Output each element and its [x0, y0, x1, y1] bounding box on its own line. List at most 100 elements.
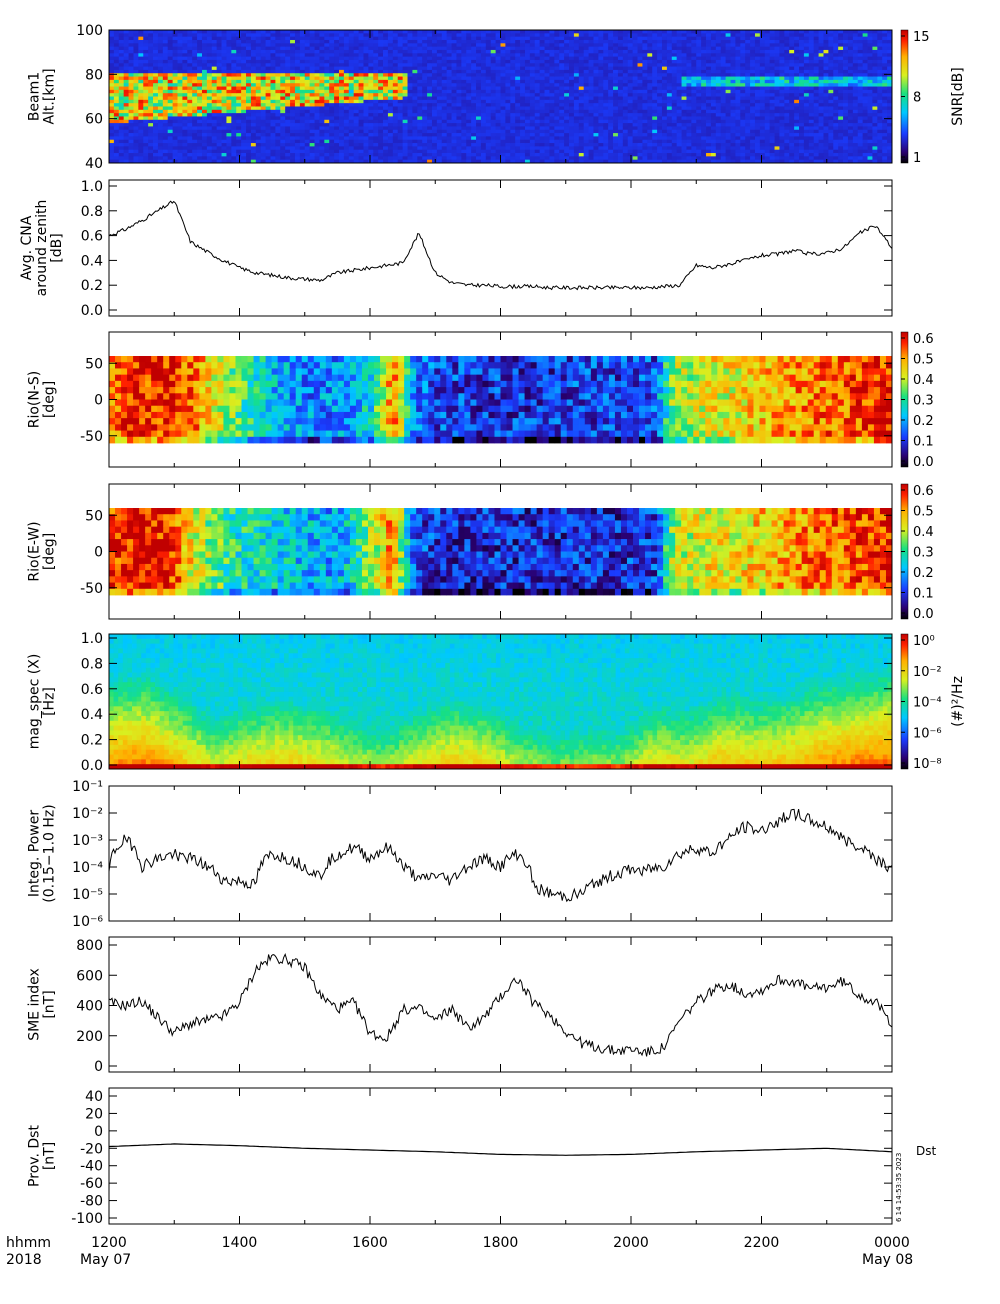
heatmap-cell — [583, 156, 589, 161]
heatmap-cell — [250, 79, 257, 84]
heatmap-cell — [593, 76, 599, 81]
heatmap-cell — [109, 63, 115, 67]
heatmap-cell — [128, 69, 134, 74]
heatmap-cell — [324, 123, 330, 127]
heatmap-cell — [358, 99, 364, 104]
heatmap-cell — [706, 153, 712, 157]
heatmap-cell — [505, 96, 511, 101]
heatmap-cell — [427, 136, 433, 141]
heatmap-cell — [402, 69, 408, 74]
heatmap-cell — [226, 139, 232, 144]
heatmap-cell — [539, 159, 545, 164]
heatmap-cell — [397, 123, 404, 127]
heatmap-cell — [343, 156, 350, 161]
heatmap-cell — [392, 56, 399, 61]
heatmap-cell — [471, 76, 477, 81]
heatmap-cell — [671, 149, 678, 154]
heatmap-cell — [637, 66, 643, 71]
heatmap-cell — [436, 113, 443, 117]
heatmap-cell — [598, 96, 604, 101]
heatmap-cell — [138, 53, 144, 58]
heatmap-cell — [661, 123, 668, 127]
heatmap-cell — [706, 123, 712, 127]
heatmap-cell — [559, 156, 565, 161]
heatmap-cell — [657, 146, 663, 151]
heatmap-cell — [446, 93, 452, 97]
heatmap-cell — [451, 103, 457, 107]
heatmap-cell — [696, 153, 702, 157]
heatmap-cell — [681, 36, 687, 41]
heatmap-cell — [500, 66, 506, 71]
heatmap-cell — [304, 36, 311, 41]
heatmap-cell — [515, 76, 521, 81]
heatmap-cell — [177, 39, 183, 44]
heatmap-cell — [593, 136, 599, 141]
heatmap-cell — [652, 39, 658, 44]
heatmap-cell — [706, 53, 712, 58]
heatmap-cell — [671, 119, 678, 124]
heatmap-cell — [201, 96, 208, 101]
heatmap-cell — [476, 106, 482, 111]
heatmap-cell — [701, 79, 707, 84]
heatmap-cell — [593, 69, 599, 74]
heatmap-cell — [358, 86, 364, 91]
heatmap-cell — [613, 73, 619, 77]
heatmap-cell — [456, 79, 462, 84]
heatmap-cell — [505, 156, 511, 161]
heatmap-cell — [505, 53, 511, 58]
heatmap-cell — [681, 106, 687, 111]
heatmap-cell — [319, 99, 325, 104]
heatmap-cell — [642, 159, 648, 164]
heatmap-cell — [622, 86, 629, 91]
heatmap-cell — [588, 159, 594, 164]
heatmap-cell — [696, 136, 702, 141]
heatmap-cell — [686, 123, 692, 127]
heatmap-cell — [647, 63, 653, 67]
heatmap-cell — [706, 76, 712, 81]
heatmap-cell — [515, 136, 521, 141]
heatmap-cell — [441, 43, 448, 48]
heatmap-cell — [520, 73, 526, 77]
heatmap-cell — [226, 69, 232, 74]
heatmap-cell — [123, 119, 129, 124]
heatmap-cell — [319, 139, 325, 144]
heatmap-cell — [285, 79, 291, 84]
heatmap-cell — [617, 149, 624, 154]
heatmap-cell — [431, 69, 438, 74]
heatmap-cell — [226, 76, 232, 81]
heatmap-cell — [578, 119, 585, 124]
heatmap-cell — [280, 129, 286, 134]
heatmap-cell — [593, 96, 599, 101]
heatmap-cell — [270, 59, 276, 64]
heatmap-cell — [603, 126, 609, 131]
heatmap-cell — [221, 39, 227, 44]
heatmap-cell — [608, 113, 614, 117]
heatmap-cell — [294, 33, 301, 38]
heatmap-cell — [666, 139, 673, 144]
heatmap-cell — [637, 96, 643, 101]
heatmap-cell — [534, 73, 541, 77]
heatmap-cell — [559, 79, 565, 84]
heatmap-cell — [632, 59, 638, 64]
heatmap-cell — [206, 79, 213, 84]
heatmap-cell — [686, 106, 692, 111]
heatmap-cell — [363, 116, 369, 121]
heatmap-cell — [427, 56, 433, 61]
heatmap-cell — [559, 66, 565, 71]
heatmap-cell — [485, 79, 492, 84]
heatmap-cell — [412, 96, 418, 101]
heatmap-cell — [534, 93, 541, 97]
heatmap-cell — [476, 99, 482, 104]
heatmap-cell — [309, 79, 315, 84]
heatmap-cell — [456, 86, 462, 91]
heatmap-cell — [710, 143, 717, 147]
heatmap-cell — [422, 136, 428, 141]
heatmap-cell — [294, 149, 301, 154]
heatmap-cell — [471, 46, 477, 51]
heatmap-cell — [167, 103, 174, 107]
heatmap-cell — [172, 33, 178, 38]
heatmap-cell — [192, 73, 198, 77]
heatmap-cell — [549, 79, 555, 84]
heatmap-cell — [642, 139, 648, 144]
heatmap-cell — [471, 139, 477, 144]
